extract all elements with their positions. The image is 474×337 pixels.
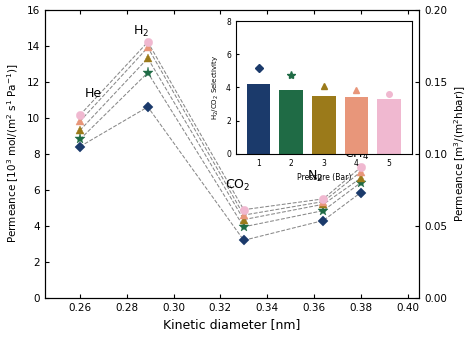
X-axis label: Kinetic diameter [nm]: Kinetic diameter [nm] xyxy=(164,318,301,332)
Text: He: He xyxy=(85,87,102,100)
Y-axis label: Permeance [10$^3$ mol/(m$^2$ s$^1$ Pa$^{-1}$)]: Permeance [10$^3$ mol/(m$^2$ s$^1$ Pa$^{… xyxy=(6,64,21,243)
Text: H$_2$: H$_2$ xyxy=(133,24,149,39)
Y-axis label: Permeance [m$^3$/(m$^2$hbar)]: Permeance [m$^3$/(m$^2$hbar)] xyxy=(453,86,468,222)
Text: N$_2$: N$_2$ xyxy=(307,168,323,184)
Text: CO$_2$: CO$_2$ xyxy=(225,178,250,192)
Text: CH$_4$: CH$_4$ xyxy=(345,147,370,162)
